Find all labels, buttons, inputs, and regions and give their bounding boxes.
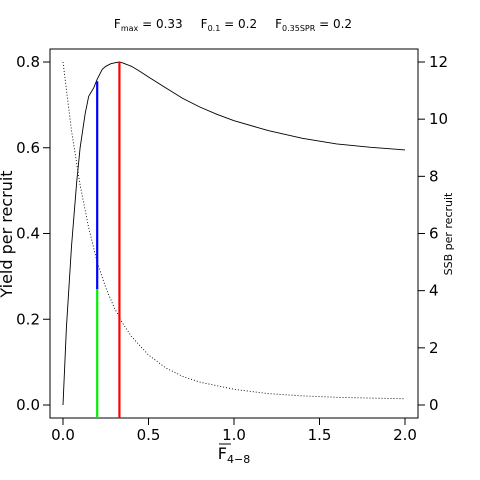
plot-frame (49, 48, 419, 419)
title-part-label: F (275, 17, 282, 31)
x-tick-label: 1.0 (222, 426, 246, 444)
x-tick-label: 1.5 (308, 426, 332, 444)
ssb-per-recruit-line (62, 61, 406, 400)
y-right-tick-label: 2 (429, 339, 439, 357)
y-right-tick-label: 12 (429, 53, 448, 71)
y-left-tick-label: 0.8 (16, 53, 40, 71)
title-part-label: F (201, 17, 208, 31)
y-axis-left-title: Yield per recruit (0, 170, 16, 298)
x-axis: 0.0 0.5 1.0 1.5 2.0 (51, 418, 417, 444)
title-part-value: = 0.2 (220, 17, 257, 31)
y-right-tick-label: 6 (429, 225, 439, 243)
reference-lines (96, 62, 121, 418)
y-right-tick-label: 8 (429, 167, 439, 185)
y-axis-right-title: SSB per recruit (442, 192, 455, 275)
x-tick-label: 0.5 (137, 426, 161, 444)
title-part-value: = 0.2 (315, 17, 352, 31)
yield-per-recruit-line (62, 61, 406, 406)
y-right-tick-label: 4 (429, 282, 439, 300)
title-part-value: = 0.33 (138, 17, 182, 31)
y-left-tick-label: 0.0 (16, 396, 40, 414)
title-part-subscript: 0.35SPR (282, 24, 316, 33)
series-layer (62, 61, 406, 406)
y-left-tick-label: 0.4 (16, 225, 40, 243)
y-left-tick-label: 0.2 (16, 310, 40, 328)
x-tick-label: 2.0 (393, 426, 417, 444)
title-part-subscript: 0.1 (208, 24, 221, 33)
title-part-subscript: max (121, 24, 139, 33)
chart-title: Fmax = 0.33 F0.1 = 0.2 F0.35SPR = 0.2 (114, 17, 352, 33)
y-left-tick-label: 0.6 (16, 139, 40, 157)
y-right-tick-label: 0 (429, 396, 439, 414)
x-title-subscript: 4−8 (227, 453, 250, 466)
y-axis-right: 0 2 4 6 8 10 12 (418, 53, 448, 414)
x-title-main: F (218, 444, 227, 463)
x-axis-title: F4−8 (218, 444, 250, 466)
title-part-label: F (114, 17, 121, 31)
y-axis-left: 0.0 0.2 0.4 0.6 0.8 (16, 53, 50, 414)
y-right-tick-label: 10 (429, 110, 448, 128)
x-tick-label: 0.0 (51, 426, 75, 444)
